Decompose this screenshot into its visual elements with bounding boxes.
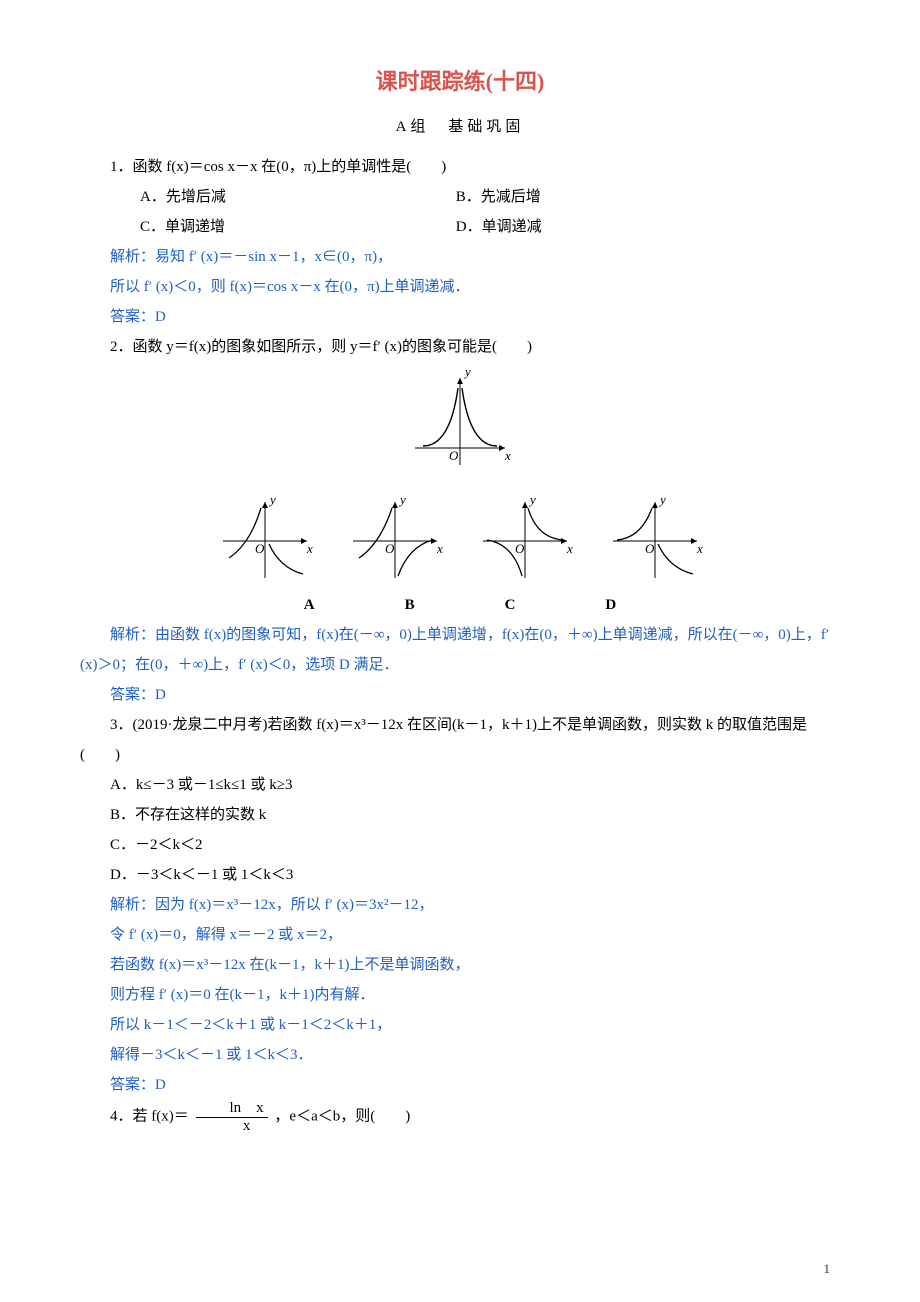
q3-sol2: 令 f′ (x)＝0，解得 x＝－2 或 x＝2， (80, 920, 840, 950)
q3-sol5: 所以 k－1＜－2＜k＋1 或 k－1＜2＜k＋1， (80, 1010, 840, 1040)
q2-option-figures: y x O y x O y x O y x O (80, 496, 840, 586)
option-D-svg: y x O (605, 496, 705, 586)
q1-ans: 答案：D (80, 302, 840, 332)
page-number: 1 (824, 1256, 831, 1282)
svg-text:y: y (398, 496, 406, 507)
label-B: B (405, 590, 415, 620)
q2-sol1: 解析：由函数 f(x)的图象可知，f(x)在(－∞，0)上单调递增，f(x)在(… (80, 620, 840, 680)
q3-optB: B．不存在这样的实数 k (80, 800, 840, 830)
svg-text:y: y (268, 496, 276, 507)
q3-sol4: 则方程 f′ (x)＝0 在(k－1，k＋1)内有解． (80, 980, 840, 1010)
q2-option-labels: A B C D (80, 590, 840, 620)
q2-main-figure: y x O (80, 370, 840, 486)
svg-text:O: O (385, 541, 395, 556)
svg-text:y: y (463, 370, 471, 379)
svg-text:x: x (436, 541, 443, 556)
q3-optD: D．－3＜k＜－1 或 1＜k＜3 (80, 860, 840, 890)
q3-stem: 3．(2019·龙泉二中月考)若函数 f(x)＝x³－12x 在区间(k－1，k… (80, 710, 840, 770)
q3-ans: 答案：D (80, 1070, 840, 1100)
q3-optC: C．－2＜k＜2 (80, 830, 840, 860)
fraction: ln x x (196, 1100, 268, 1134)
svg-text:y: y (528, 496, 536, 507)
q3-sol6: 解得－3＜k＜－1 或 1＜k＜3． (80, 1040, 840, 1070)
option-A-svg: y x O (215, 496, 315, 586)
label-D: D (605, 590, 616, 620)
main-graph-svg: y x O (405, 370, 515, 475)
q3-optA: A．k≤－3 或－1≤k≤1 或 k≥3 (80, 770, 840, 800)
q1-optD: D．单调递减 (456, 219, 542, 235)
q2-ans: 答案：D (80, 680, 840, 710)
svg-text:y: y (658, 496, 666, 507)
q1-sol2: 所以 f′ (x)＜0，则 f(x)＝cos x－x 在(0，π)上单调递减． (80, 272, 840, 302)
svg-text:O: O (515, 541, 525, 556)
label-C: C (505, 590, 516, 620)
q1-sol1: 解析：易知 f′ (x)＝－sin x－1，x∈(0，π)， (80, 242, 840, 272)
svg-text:O: O (645, 541, 655, 556)
option-C-svg: y x O (475, 496, 575, 586)
q1-options-row2: C．单调递增 D．单调递减 (80, 212, 840, 242)
option-B-svg: y x O (345, 496, 445, 586)
svg-text:O: O (255, 541, 265, 556)
q3-sol1: 解析：因为 f(x)＝x³－12x，所以 f′ (x)＝3x²－12， (80, 890, 840, 920)
q1-stem: 1．函数 f(x)＝cos x－x 在(0，π)上的单调性是( ) (80, 152, 840, 182)
q1-optA: A．先增后减 (110, 182, 452, 212)
q1-options-row1: A．先增后减 B．先减后增 (80, 182, 840, 212)
q3-sol3: 若函数 f(x)＝x³－12x 在(k－1，k＋1)上不是单调函数， (80, 950, 840, 980)
q1-optC: C．单调递增 (110, 212, 452, 242)
q2-stem: 2．函数 y＝f(x)的图象如图所示，则 y＝f′ (x)的图象可能是( ) (80, 332, 840, 362)
label-A: A (304, 590, 315, 620)
svg-text:x: x (566, 541, 573, 556)
page-title: 课时跟踪练(十四) (80, 60, 840, 104)
svg-text:x: x (306, 541, 313, 556)
q4-stem: 4．若 f(x)＝ ln x x ，e＜a＜b，则( ) (80, 1100, 840, 1134)
svg-text:O: O (449, 448, 459, 463)
svg-text:x: x (696, 541, 703, 556)
svg-text:x: x (504, 448, 511, 463)
section-subtitle: A组 基础巩固 (80, 112, 840, 142)
q1-optB: B．先减后增 (456, 189, 541, 205)
